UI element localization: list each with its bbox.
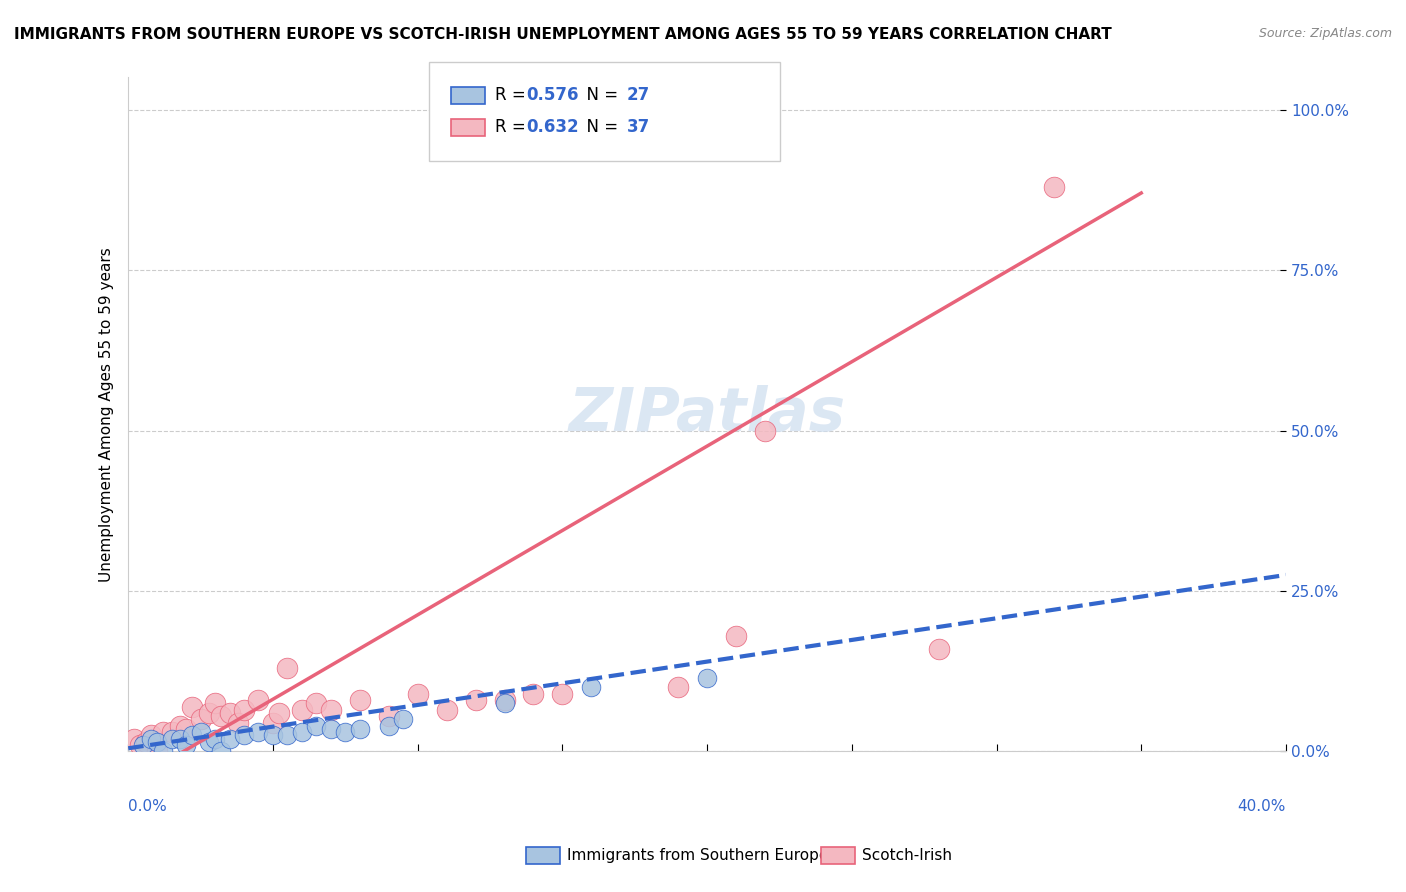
Point: [135, 735, 157, 749]
Text: Immigrants from Southern Europe: Immigrants from Southern Europe: [567, 848, 828, 863]
Point: [349, 722, 371, 736]
Point: [276, 661, 298, 675]
Point: [198, 706, 221, 720]
Point: [276, 728, 298, 742]
Point: [725, 629, 748, 643]
Point: [335, 725, 357, 739]
Point: [160, 725, 183, 739]
Point: [377, 719, 399, 733]
Text: R =: R =: [495, 86, 531, 103]
Point: [181, 728, 204, 742]
Point: [262, 728, 284, 742]
Point: [436, 703, 458, 717]
Text: 37: 37: [627, 118, 651, 136]
Point: [181, 699, 204, 714]
Text: 40.0%: 40.0%: [1237, 798, 1286, 814]
Point: [247, 725, 270, 739]
Point: [319, 722, 342, 736]
Text: 0.0%: 0.0%: [128, 798, 167, 814]
Point: [122, 731, 145, 746]
Point: [174, 738, 197, 752]
Text: ZIPatlas: ZIPatlas: [568, 385, 845, 444]
Point: [198, 735, 221, 749]
Point: [392, 712, 415, 726]
Point: [291, 703, 314, 717]
Point: [128, 738, 150, 752]
Text: 27: 27: [627, 86, 651, 103]
Point: [146, 735, 169, 749]
Point: [522, 687, 544, 701]
Point: [666, 681, 689, 695]
Point: [696, 671, 718, 685]
Point: [152, 725, 174, 739]
Point: [146, 744, 169, 758]
Text: R =: R =: [495, 118, 531, 136]
Point: [190, 725, 212, 739]
Point: [494, 696, 516, 710]
Text: N =: N =: [576, 86, 624, 103]
Point: [190, 712, 212, 726]
Point: [226, 715, 249, 730]
Point: [209, 744, 232, 758]
Point: [319, 703, 342, 717]
Point: [349, 693, 371, 707]
Point: [209, 709, 232, 723]
Point: [141, 731, 163, 746]
Point: [305, 696, 328, 710]
Point: [267, 706, 290, 720]
Point: [291, 725, 314, 739]
Point: [204, 731, 226, 746]
Point: [141, 728, 163, 742]
Point: [204, 696, 226, 710]
Y-axis label: Unemployment Among Ages 55 to 59 years: Unemployment Among Ages 55 to 59 years: [100, 247, 114, 582]
Point: [754, 424, 776, 438]
Point: [169, 719, 191, 733]
Point: [494, 693, 516, 707]
Point: [928, 641, 950, 656]
Point: [581, 681, 603, 695]
Point: [305, 719, 328, 733]
Text: N =: N =: [576, 118, 624, 136]
Point: [218, 706, 240, 720]
Point: [464, 693, 486, 707]
Point: [233, 703, 256, 717]
Point: [152, 744, 174, 758]
Point: [247, 693, 270, 707]
Point: [218, 731, 240, 746]
Point: [1043, 179, 1066, 194]
Text: 0.576: 0.576: [526, 86, 578, 103]
Text: 0.632: 0.632: [526, 118, 578, 136]
Point: [406, 687, 429, 701]
Point: [174, 722, 197, 736]
Text: Source: ZipAtlas.com: Source: ZipAtlas.com: [1258, 27, 1392, 40]
Text: Scotch-Irish: Scotch-Irish: [862, 848, 952, 863]
Point: [132, 738, 155, 752]
Point: [169, 731, 191, 746]
Point: [160, 731, 183, 746]
Point: [377, 709, 399, 723]
Point: [262, 715, 284, 730]
Text: IMMIGRANTS FROM SOUTHERN EUROPE VS SCOTCH-IRISH UNEMPLOYMENT AMONG AGES 55 TO 59: IMMIGRANTS FROM SOUTHERN EUROPE VS SCOTC…: [14, 27, 1112, 42]
Point: [551, 687, 574, 701]
Point: [233, 728, 256, 742]
